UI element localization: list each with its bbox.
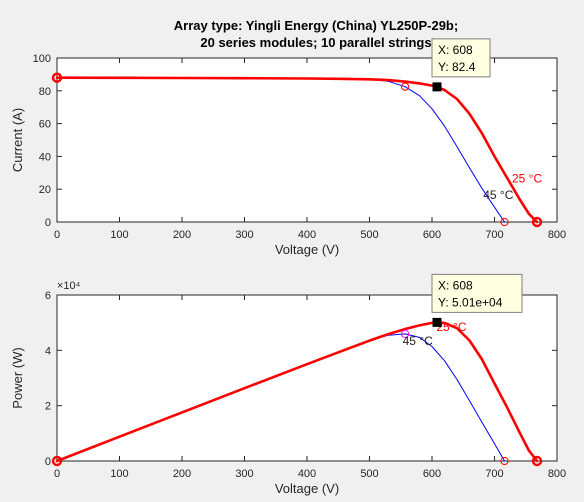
pv-x-tick-label: 100 — [110, 468, 128, 480]
iv-marker — [401, 82, 410, 91]
iv-marker — [500, 217, 509, 227]
pv-annotation: 45 °C — [403, 334, 433, 348]
iv-marker — [531, 216, 543, 228]
iv-datatip-box[interactable] — [431, 38, 491, 78]
pv-x-tick-label: 400 — [298, 468, 316, 480]
chart-title-line2: 20 series modules; 10 parallel strings — [200, 35, 431, 50]
pv-y-tick-label: 6 — [45, 290, 51, 302]
pv-annotation: 25 °C — [436, 320, 466, 334]
iv-datatip-point[interactable] — [432, 82, 442, 92]
chart-title-line1: Array type: Yingli Energy (China) YL250P… — [174, 18, 458, 33]
pv-axes-box — [56, 294, 558, 462]
pv-y-tick-label: 2 — [45, 401, 51, 413]
iv-x-tick-label: 600 — [423, 229, 441, 241]
iv-y-tick-label: 0 — [45, 217, 51, 229]
pv-series-25c-line — [55, 321, 539, 463]
iv-y-tick-label: 40 — [39, 151, 51, 163]
iv-x-tick-label: 0 — [54, 229, 60, 241]
pv-x-axis-label: Voltage (V) — [275, 481, 339, 496]
pv-datatip-point[interactable] — [432, 317, 442, 327]
pv-marker — [51, 455, 63, 467]
iv-x-tick-label: 500 — [360, 229, 378, 241]
iv-series-25c-line — [55, 76, 539, 224]
iv-marker — [51, 72, 63, 83]
pv-x-tick-label: 200 — [173, 468, 191, 480]
pv-marker — [500, 456, 509, 466]
iv-x-tick-label: 800 — [548, 229, 566, 241]
iv-x-tick-label: 700 — [485, 229, 503, 241]
pv-x-tick-label: 700 — [485, 468, 503, 480]
iv-x-tick-label: 400 — [298, 229, 316, 241]
pv-marker — [401, 329, 410, 338]
iv-axes-box — [56, 57, 558, 223]
iv-y-tick-label: 60 — [39, 119, 51, 131]
pv-y-axis-label: Power (W) — [10, 347, 25, 408]
pv-x-tick-label: 0 — [54, 468, 60, 480]
pv-marker — [531, 455, 543, 467]
pv-y-tick-label: 0 — [45, 456, 51, 468]
iv-y-tick-label: 20 — [39, 184, 51, 196]
iv-x-tick-label: 300 — [235, 229, 253, 241]
iv-x-axis-label: Voltage (V) — [275, 242, 339, 257]
iv-y-axis-label: Current (A) — [10, 108, 25, 172]
iv-y-tick-label: 80 — [39, 86, 51, 98]
iv-datatip-x-label: X: 608 — [438, 43, 473, 57]
iv-x-tick-label: 200 — [173, 229, 191, 241]
pv-y-exponent-label: ×10⁴ — [57, 280, 81, 292]
pv-y-tick-label: 4 — [45, 345, 51, 357]
pv-x-tick-label: 500 — [360, 468, 378, 480]
iv-x-tick-label: 100 — [110, 229, 128, 241]
iv-annotation: 45 °C — [483, 188, 513, 202]
pv-datatip-x-label: X: 608 — [438, 278, 473, 292]
pv-datatip-box[interactable] — [431, 273, 523, 313]
iv-datatip-y-label: Y: 82.4 — [438, 60, 476, 74]
pv-x-tick-label: 300 — [235, 468, 253, 480]
iv-annotation: 25 °C — [512, 172, 542, 186]
pv-x-tick-label: 800 — [548, 468, 566, 480]
pv-datatip-y-label: Y: 5.01e+04 — [438, 295, 503, 309]
pv-x-tick-label: 600 — [423, 468, 441, 480]
iv-y-tick-label: 100 — [33, 53, 51, 65]
